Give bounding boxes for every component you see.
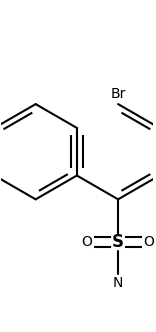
- Text: N: N: [113, 276, 123, 290]
- Text: O: O: [82, 235, 93, 249]
- Text: O: O: [144, 235, 154, 249]
- Text: S: S: [112, 233, 124, 251]
- Text: Br: Br: [110, 87, 126, 101]
